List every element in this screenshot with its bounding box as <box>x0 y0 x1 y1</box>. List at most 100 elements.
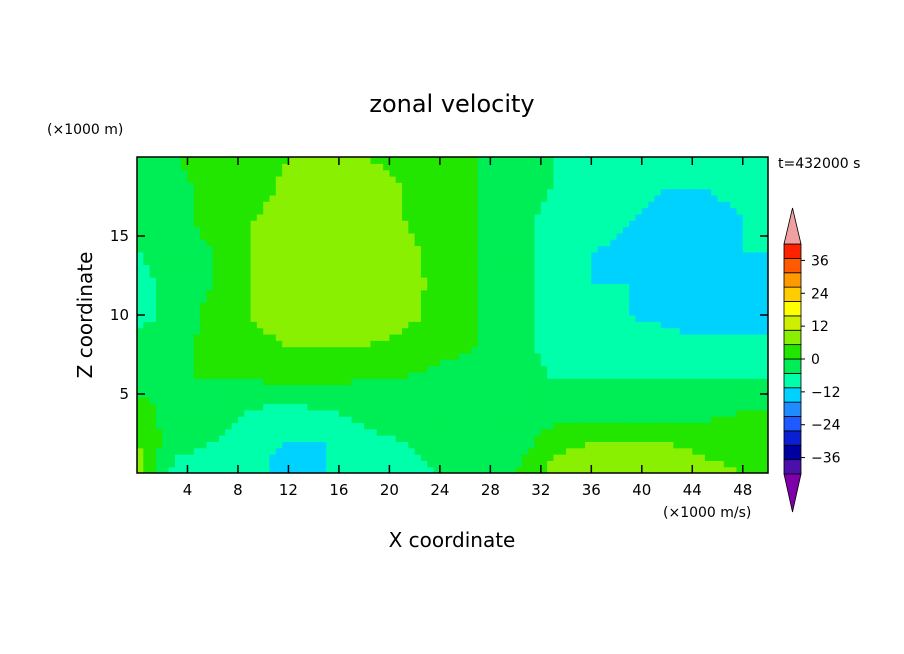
field-cell <box>357 251 365 259</box>
field-cell <box>641 416 649 424</box>
field-cell <box>698 239 706 247</box>
field-cell <box>629 315 637 322</box>
field-cell <box>692 220 700 228</box>
field-cell <box>458 283 466 291</box>
field-cell <box>244 188 252 196</box>
field-cell <box>559 283 567 291</box>
field-cell <box>692 270 700 278</box>
field-cell <box>654 365 662 373</box>
field-cell <box>484 251 491 259</box>
field-cell <box>547 460 555 468</box>
field-cell <box>654 441 662 449</box>
field-cell <box>395 239 403 247</box>
field-cell <box>263 321 271 329</box>
field-cell <box>521 428 529 436</box>
field-cell <box>319 315 327 322</box>
field-cell <box>181 384 189 392</box>
field-cell <box>326 340 334 348</box>
field-cell <box>288 157 296 164</box>
field-cell <box>585 258 592 266</box>
field-cell <box>212 169 220 177</box>
field-cell <box>673 460 681 468</box>
field-cell <box>181 182 189 190</box>
field-cell <box>174 270 182 278</box>
field-cell <box>168 333 176 341</box>
field-cell <box>231 416 239 424</box>
field-cell <box>704 277 712 284</box>
field-cell <box>370 315 378 322</box>
field-cell <box>553 454 561 461</box>
field-cell <box>685 289 693 297</box>
field-cell <box>528 327 536 335</box>
field-cell <box>723 201 731 209</box>
field-cell <box>174 258 182 266</box>
field-cell <box>376 409 384 417</box>
field-cell <box>357 182 365 190</box>
field-cell <box>351 371 359 379</box>
field-cell <box>427 371 435 379</box>
field-cell <box>256 359 264 367</box>
field-cell <box>521 435 529 442</box>
field-cell <box>256 283 264 291</box>
field-cell <box>698 296 706 303</box>
field-cell <box>155 447 163 455</box>
field-cell <box>313 302 321 310</box>
field-cell <box>667 390 674 398</box>
field-cell <box>490 201 498 209</box>
field-cell <box>603 384 611 392</box>
field-cell <box>174 289 182 297</box>
field-cell <box>667 397 674 405</box>
field-cell <box>591 403 599 411</box>
field-cell <box>282 277 290 284</box>
field-cell <box>749 264 756 272</box>
field-cell <box>692 378 700 386</box>
field-cell <box>206 157 214 164</box>
field-cell <box>181 321 189 329</box>
field-cell <box>502 409 510 417</box>
field-cell <box>319 403 327 411</box>
field-cell <box>667 447 674 455</box>
field-cell <box>269 251 277 259</box>
field-cell <box>326 315 334 322</box>
field-cell <box>515 239 523 247</box>
field-cell <box>534 296 542 303</box>
field-cell <box>420 371 428 379</box>
field-cell <box>143 283 151 291</box>
field-cell <box>515 277 523 284</box>
field-cell <box>244 466 252 473</box>
field-cell <box>540 352 548 360</box>
field-cell <box>168 327 176 335</box>
field-cell <box>408 194 416 202</box>
field-cell <box>200 466 208 473</box>
field-cell <box>200 308 208 316</box>
field-cell <box>477 188 485 196</box>
field-cell <box>667 422 674 430</box>
field-cell <box>301 232 308 240</box>
field-cell <box>376 232 384 240</box>
field-cell <box>547 270 555 278</box>
field-cell <box>408 157 416 164</box>
field-cell <box>477 365 485 373</box>
field-cell <box>723 207 731 215</box>
field-cell <box>137 371 144 379</box>
field-cell <box>174 409 182 417</box>
field-cell <box>736 460 744 468</box>
field-cell <box>692 416 700 424</box>
field-cell <box>704 207 712 215</box>
field-cell <box>559 220 567 228</box>
field-cell <box>471 315 479 322</box>
field-cell <box>452 251 460 259</box>
field-cell <box>673 333 681 341</box>
field-cell <box>603 315 611 322</box>
field-cell <box>301 352 308 360</box>
field-cell <box>736 201 744 209</box>
field-cell <box>496 422 504 430</box>
field-cell <box>231 409 239 417</box>
field-cell <box>357 409 365 417</box>
field-cell <box>591 264 599 272</box>
field-cell <box>143 333 151 341</box>
field-cell <box>275 163 283 171</box>
field-cell <box>395 283 403 291</box>
field-cell <box>294 371 302 379</box>
field-cell <box>730 435 738 442</box>
